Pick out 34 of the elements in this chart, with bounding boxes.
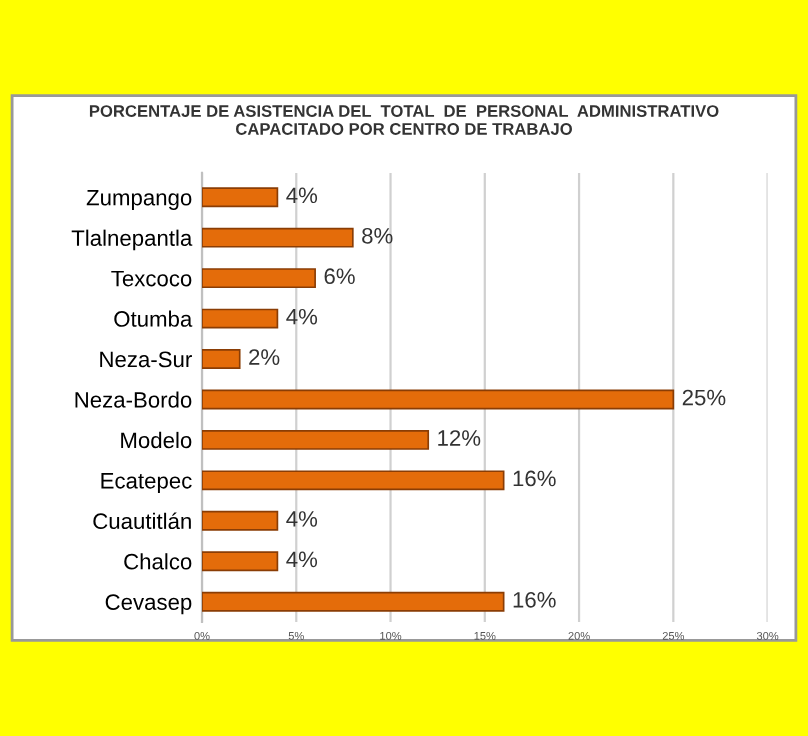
y-tick-label: Chalco <box>124 553 192 570</box>
bar <box>202 308 279 329</box>
data-label: 4% <box>286 511 318 527</box>
data-label: 16% <box>513 591 556 608</box>
bar <box>202 429 430 450</box>
bar <box>202 187 279 208</box>
data-label: 25% <box>682 389 726 406</box>
data-label: 4% <box>286 187 318 204</box>
y-tick-label: Cuautitlán <box>93 512 191 530</box>
y-tick-label: Zumpango <box>86 189 192 210</box>
bar <box>202 470 505 491</box>
y-tick-label: Otumba <box>114 310 193 327</box>
bar <box>202 227 354 248</box>
y-tick-label: Neza-Sur <box>100 351 192 368</box>
y-tick-label: Ecatepec <box>101 473 192 494</box>
data-label: 16% <box>513 470 556 487</box>
bar <box>202 591 505 612</box>
bar <box>202 349 241 369</box>
data-label: 4% <box>286 308 318 325</box>
data-label: 4% <box>286 551 318 568</box>
y-tick-label: Tlalnepantla <box>71 229 193 251</box>
bar <box>202 551 279 572</box>
bar <box>202 389 675 410</box>
data-label: 2% <box>249 349 280 365</box>
y-tick-label: Modelo <box>121 431 192 449</box>
y-tick-label: Cevasep <box>105 594 192 615</box>
data-label: 12% <box>438 430 481 446</box>
y-tick-label: Texcoco <box>111 270 192 287</box>
bar <box>202 268 316 289</box>
data-label: 8% <box>362 227 393 244</box>
data-label: 6% <box>324 268 355 285</box>
chart-title: PORCENTAJE DE ASISTENCIA DEL TOTAL DE PERSONAL ADMINISTRATIVO CAPACITADO POR CENTRO DE TRABAJO <box>89 105 719 135</box>
y-tick-label: Neza-Bordo <box>75 391 192 408</box>
bar <box>202 510 279 531</box>
